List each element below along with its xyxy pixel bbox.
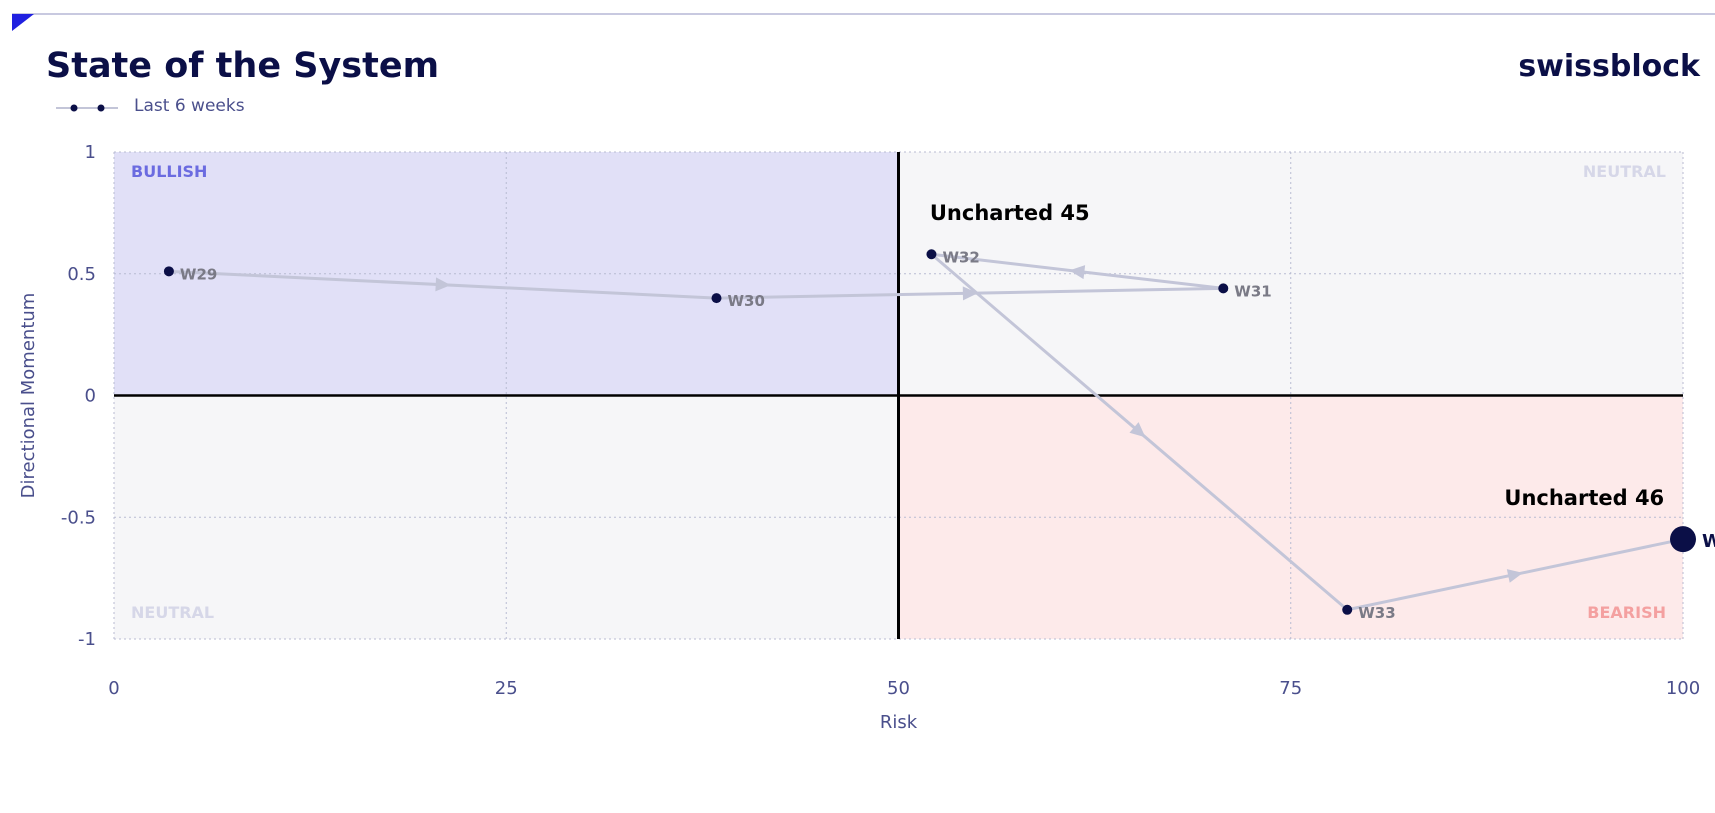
week-point-label: W32 — [942, 248, 979, 266]
week-point-label: W31 — [1234, 282, 1271, 300]
data-points: W29 W30 W31 W32 W33 W — [163, 248, 1715, 622]
week-point — [163, 266, 174, 277]
x-tick-label: 50 — [887, 678, 910, 699]
quadrant-label-neutral-top: NEUTRAL — [1583, 162, 1666, 181]
path-arrow-icon — [1069, 265, 1086, 280]
y-tick-label: -0.5 — [61, 507, 96, 528]
quadrant-label-neutral-bottom: NEUTRAL — [131, 603, 214, 622]
week-point — [926, 249, 937, 260]
legend: Last 6 weeks — [56, 96, 245, 116]
week-point-label: W — [1702, 531, 1715, 552]
quadrant-labels: BULLISH NEUTRAL NEUTRAL BEARISH — [131, 162, 1666, 622]
y-tick-label: 1 — [85, 142, 96, 163]
path-arrow-icon — [435, 277, 451, 292]
axis-titles: Risk Directional Momentum — [18, 293, 918, 733]
y-tick-label: -1 — [78, 629, 96, 650]
x-tick-label: 100 — [1666, 678, 1700, 699]
legend-dot-icon — [70, 104, 78, 112]
y-tick-label: 0.5 — [67, 264, 96, 285]
corner-accent — [12, 14, 34, 31]
week-point-label: W30 — [727, 292, 764, 310]
quadrant-label-bullish: BULLISH — [131, 162, 207, 181]
zero-axes — [114, 152, 1683, 639]
x-axis-title: Risk — [880, 712, 918, 733]
legend-label: Last 6 weeks — [134, 96, 245, 116]
page-title: State of the System — [46, 46, 439, 86]
path-arrow-icon — [1506, 569, 1523, 583]
week-point — [711, 293, 722, 304]
x-tick-label: 0 — [108, 678, 119, 699]
path-arrow-icon — [1129, 422, 1146, 438]
path-arrow-icon — [962, 286, 978, 301]
annotations: Uncharted 45 Uncharted 46 — [930, 201, 1664, 510]
brand-logo: swissblock — [1518, 49, 1701, 84]
week-point — [1342, 604, 1353, 615]
quadrant-label-bearish: BEARISH — [1587, 603, 1666, 622]
annotation-label: Uncharted 45 — [930, 201, 1090, 225]
week-point-label: W33 — [1358, 604, 1395, 622]
week-point-label: W29 — [180, 265, 217, 283]
x-tick-label: 25 — [495, 678, 518, 699]
annotation-label: Uncharted 46 — [1504, 486, 1664, 510]
y-tick-label: 0 — [85, 386, 96, 407]
week-point — [1218, 283, 1229, 294]
trajectory-path — [168, 252, 1684, 612]
current-week-point — [1670, 526, 1696, 553]
legend-dot-icon — [97, 104, 105, 112]
x-tick-label: 75 — [1279, 678, 1302, 699]
tick-labels: 0 25 50 75 100 1 0.5 0 -0.5 -1 — [61, 142, 1700, 699]
y-axis-title: Directional Momentum — [18, 293, 39, 499]
